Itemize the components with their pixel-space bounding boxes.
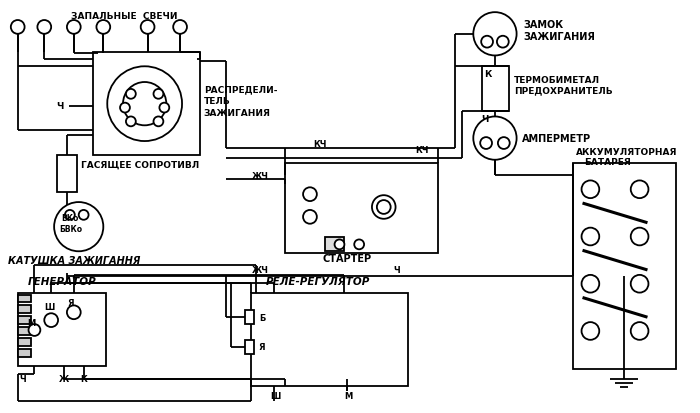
Bar [18,349,31,357]
Circle shape [126,90,136,100]
Circle shape [631,181,648,199]
Circle shape [473,117,517,160]
Bar [245,311,254,324]
Text: БВКо: БВКо [59,225,82,234]
Text: Ч: Ч [393,266,400,275]
Text: Ч: Ч [481,115,489,123]
Circle shape [173,21,187,35]
Circle shape [153,90,163,100]
Text: ЖЧ: ЖЧ [252,266,269,275]
Text: АККУМУЛЯТОРНАЯ: АККУМУЛЯТОРНАЯ [575,148,677,157]
Circle shape [153,117,163,127]
Text: Ж: Ж [59,374,69,383]
Bar [57,155,77,193]
Text: СТАРТЕР: СТАРТЕР [323,254,372,263]
Circle shape [67,306,80,319]
Circle shape [123,83,167,126]
Text: РЕЛЕ-РЕГУЛЯТОР: РЕЛЕ-РЕГУЛЯТОР [266,276,370,286]
Bar [325,237,344,252]
Text: РАСПРЕДЕЛИ-: РАСПРЕДЕЛИ- [204,85,277,94]
Text: М: М [27,318,36,327]
Circle shape [372,196,396,219]
Text: ПРЕДОХРАНИТЕЛЬ: ПРЕДОХРАНИТЕЛЬ [514,86,612,95]
Text: ЗАПАЛЬНЫЕ  СВЕЧИ: ЗАПАЛЬНЫЕ СВЕЧИ [71,12,177,21]
Circle shape [141,21,155,35]
Circle shape [107,67,182,142]
Text: ЗАЖИГАНИЯ: ЗАЖИГАНИЯ [524,32,596,42]
Circle shape [480,138,492,150]
Circle shape [335,240,344,250]
Text: АМПЕРМЕТР: АМПЕРМЕТР [522,134,591,144]
Text: КЧ: КЧ [415,146,428,155]
Circle shape [37,21,51,35]
Circle shape [10,21,25,35]
Circle shape [582,228,599,246]
Circle shape [473,13,517,56]
Bar [245,340,254,354]
Circle shape [303,211,317,224]
Text: КЧ: КЧ [313,139,326,148]
Text: Ч: Ч [20,374,27,383]
Text: Я: Я [68,298,74,307]
Bar [18,316,31,324]
Circle shape [126,117,136,127]
Text: Ч: Ч [56,102,64,111]
Text: ВКо: ВКо [61,214,78,223]
Text: М: М [344,392,353,401]
Bar [18,295,31,303]
Bar [251,293,408,386]
Text: Б: Б [259,313,265,322]
Circle shape [498,138,510,150]
Circle shape [354,240,364,250]
Bar [18,306,31,313]
Text: КАТУШКА ЗАЖИГАННЯ: КАТУШКА ЗАЖИГАННЯ [8,256,140,266]
Circle shape [481,37,493,48]
Text: К: К [80,374,88,383]
Circle shape [631,228,648,246]
Bar [18,293,106,366]
Bar [482,67,509,111]
Circle shape [631,275,648,293]
Bar [573,163,676,370]
Circle shape [54,202,104,252]
Text: ТЕРМОБИМЕТАЛ: ТЕРМОБИМЕТАЛ [514,76,600,84]
Text: ГАСЯЩЕЕ СОПРОТИВЛ: ГАСЯЩЕЕ СОПРОТИВЛ [80,160,199,169]
Circle shape [97,21,110,35]
Circle shape [631,322,648,340]
Text: К: К [484,69,491,78]
Circle shape [303,188,317,202]
Circle shape [582,322,599,340]
Text: БАТАРЕЯ: БАТАРЕЯ [584,158,631,167]
Text: ГЕНЕРАТОР: ГЕНЕРАТОР [27,276,97,286]
Text: Я: Я [259,342,265,351]
Circle shape [377,201,391,214]
Circle shape [29,324,41,336]
Circle shape [582,181,599,199]
Bar [94,52,200,155]
Text: Ш: Ш [44,302,55,311]
Text: Ш: Ш [271,392,281,401]
Circle shape [582,275,599,293]
Circle shape [44,313,58,327]
Circle shape [160,103,169,113]
Circle shape [67,21,80,35]
Circle shape [78,211,89,220]
Circle shape [497,37,509,48]
Circle shape [65,211,75,220]
Circle shape [120,103,130,113]
Text: ТЕЛЬ: ТЕЛЬ [204,97,230,106]
Text: ЗАМОК: ЗАМОК [524,20,564,30]
Bar [18,327,31,335]
Text: ЖЧ: ЖЧ [252,171,269,180]
Bar [286,163,438,254]
Text: ЗАЖИГАНИЯ: ЗАЖИГАНИЯ [204,109,271,118]
Bar [18,338,31,346]
